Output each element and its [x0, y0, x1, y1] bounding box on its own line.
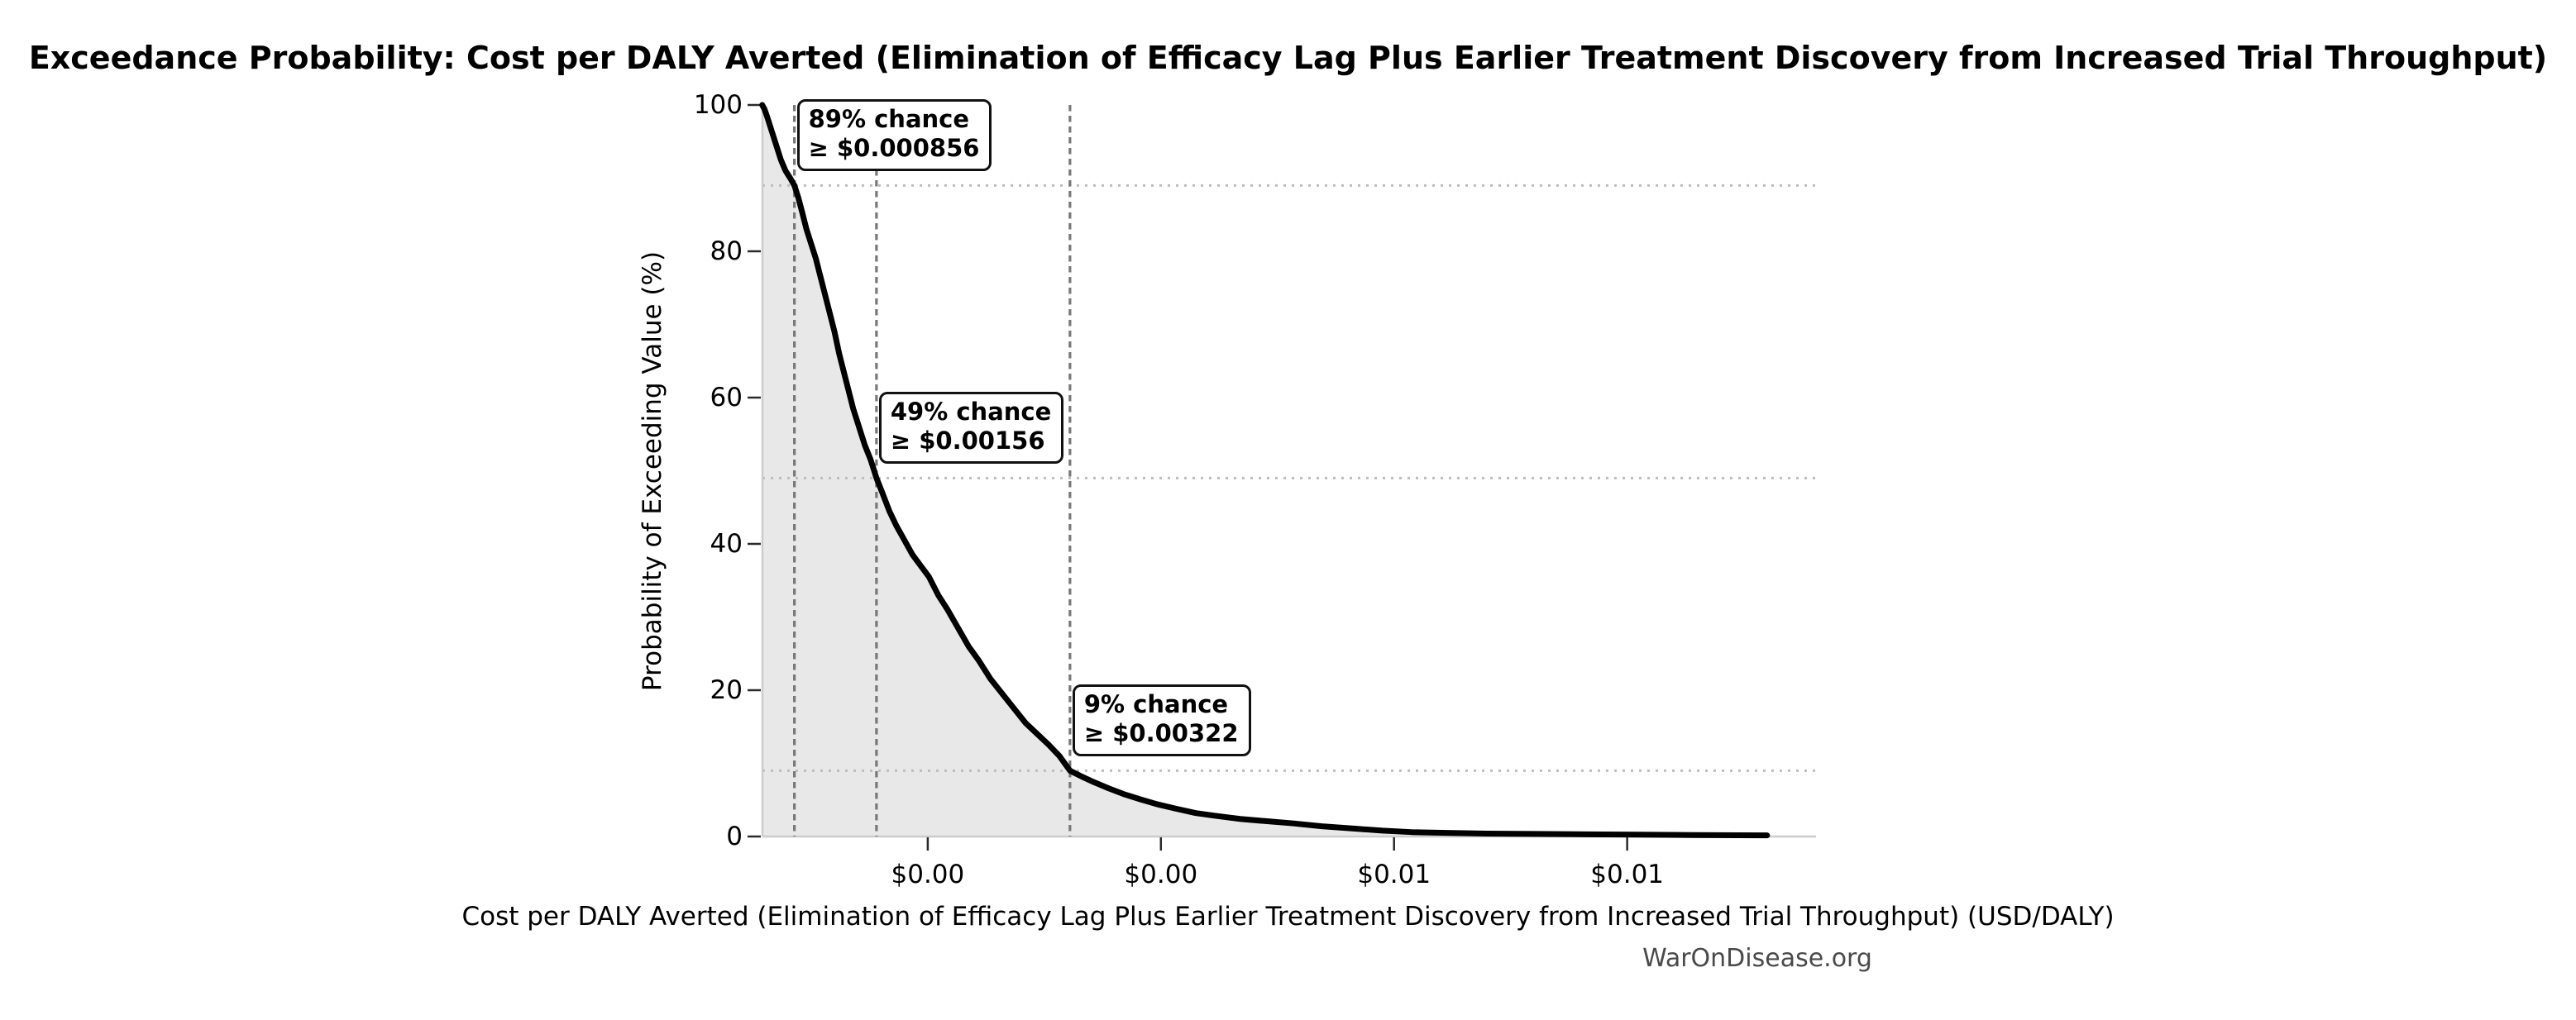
x-tick-label: $0.01 [1357, 860, 1431, 889]
y-tick-label: 40 [710, 529, 743, 559]
y-tick-label: 20 [710, 675, 743, 705]
exceedance-curve [759, 102, 1771, 839]
x-tick-label: $0.01 [1590, 860, 1665, 889]
threshold-annotation-9pct: 9% chance ≥ $0.00322 [1072, 684, 1251, 757]
threshold-annotation-49pct: 49% chance ≥ $0.00156 [878, 392, 1064, 465]
chart-title: Exceedance Probability: Cost per DALY Av… [28, 40, 2548, 76]
annotation-line-1: 49% chance [890, 398, 1052, 427]
y-axis-label: Probability of Exceeding Value (%) [638, 250, 667, 692]
threshold-annotation-89pct: 89% chance ≥ $0.000856 [796, 99, 992, 172]
annotation-line-1: 89% chance [808, 105, 970, 134]
annotation-line-2: ≥ $0.00156 [890, 427, 1045, 455]
annotation-line-1: 9% chance [1083, 690, 1229, 719]
x-axis-label: Cost per DALY Averted (Elimination of Ef… [461, 902, 2115, 932]
annotation-line-2: ≥ $0.000856 [808, 134, 980, 163]
annotation-line-2: ≥ $0.00322 [1083, 719, 1239, 748]
watermark: WarOnDisease.org [1642, 944, 1872, 973]
x-tick-label: $0.00 [891, 860, 965, 889]
y-tick-label: 100 [693, 90, 743, 120]
y-tick-label: 0 [726, 822, 743, 851]
x-tick-label: $0.00 [1124, 860, 1198, 889]
y-tick-label: 60 [710, 383, 743, 412]
y-tick-label: 80 [710, 236, 743, 266]
curve-fill-area [762, 105, 1767, 836]
